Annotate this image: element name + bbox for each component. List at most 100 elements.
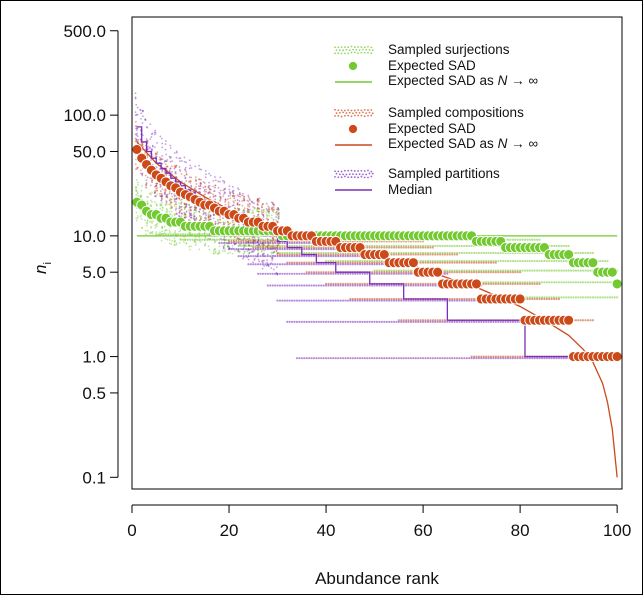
sampled-surjections-point xyxy=(470,269,473,272)
sampled-compositions-point xyxy=(202,181,205,183)
sampled-partitions-point xyxy=(175,198,178,200)
sampled-surjections-point xyxy=(443,269,447,272)
sampled-surjections-point xyxy=(160,239,163,242)
sampled-surjections-point xyxy=(572,281,575,284)
sampled-partitions-point xyxy=(135,127,138,130)
sampled-partitions-point xyxy=(346,357,349,360)
sampled-surjections-point xyxy=(193,209,196,211)
sampled-surjections-point xyxy=(213,252,215,255)
sampled-compositions-point xyxy=(207,213,210,216)
sampled-compositions-point xyxy=(232,194,235,197)
sampled-surjections-point xyxy=(550,281,553,284)
sampled-partitions-point xyxy=(254,248,257,251)
sampled-compositions-point xyxy=(224,198,227,201)
sampled-partitions-point xyxy=(414,284,417,287)
sampled-surjections-point xyxy=(253,207,256,210)
sampled-surjections-point xyxy=(229,222,232,225)
sampled-partitions-point xyxy=(383,299,386,302)
sampled-partitions-point xyxy=(185,203,188,206)
sampled-partitions-point xyxy=(200,168,203,171)
sampled-compositions-point xyxy=(538,282,541,285)
sampled-surjections-point xyxy=(179,199,182,202)
sampled-partitions-point xyxy=(180,198,183,201)
sampled-surjections-point xyxy=(465,269,468,272)
sampled-partitions-point xyxy=(395,357,398,360)
sampled-surjections-point xyxy=(397,269,400,272)
sampled-partitions-point xyxy=(220,241,223,245)
sampled-compositions-point xyxy=(185,202,188,205)
sampled-surjections-point xyxy=(254,244,257,248)
sampled-surjections-point xyxy=(266,215,269,218)
sampled-partitions-point xyxy=(209,218,212,221)
sampled-partitions-point xyxy=(293,263,296,266)
sampled-surjections-point xyxy=(538,296,541,299)
sampled-partitions-point xyxy=(208,184,211,187)
sampled-partitions-point xyxy=(178,205,181,208)
sampled-partitions-point xyxy=(307,272,311,275)
sampled-compositions-point xyxy=(426,282,430,285)
sampled-compositions-point xyxy=(426,253,430,256)
sampled-partitions-point xyxy=(412,299,415,302)
sampled-partitions-point xyxy=(300,284,303,287)
sampled-compositions-point xyxy=(224,201,226,203)
sampled-partitions-point xyxy=(160,197,163,200)
sampled-surjections-point xyxy=(173,240,176,243)
sampled-compositions-point xyxy=(509,271,512,274)
legend-swatch-dot xyxy=(360,46,363,49)
sampled-compositions-point xyxy=(385,246,388,249)
legend-swatch-dot xyxy=(363,170,366,172)
sampled-partitions-point xyxy=(171,170,174,173)
sampled-surjections-point xyxy=(519,238,522,241)
sampled-partitions-point xyxy=(375,320,379,323)
sampled-compositions-point xyxy=(154,152,157,155)
sampled-surjections-point xyxy=(591,281,594,284)
sampled-compositions-point xyxy=(163,189,166,191)
sampled-surjections-point xyxy=(194,240,197,243)
sampled-compositions-point xyxy=(166,159,169,161)
sampled-partitions-point xyxy=(281,299,284,302)
sampled-compositions-point xyxy=(438,319,442,322)
sampled-surjections-point xyxy=(200,217,202,219)
sampled-partitions-point xyxy=(562,357,565,360)
sampled-partitions-point xyxy=(142,115,144,118)
sampled-compositions-point xyxy=(448,271,451,274)
sampled-compositions-point xyxy=(485,271,488,274)
sampled-compositions-point xyxy=(426,246,430,249)
sampled-compositions-point xyxy=(375,271,379,274)
sampled-compositions-point xyxy=(400,253,403,256)
sampled-partitions-point xyxy=(185,161,187,164)
legend-swatch-dot xyxy=(368,172,371,175)
sampled-compositions-point xyxy=(400,297,403,301)
sampled-compositions-point xyxy=(266,218,269,221)
sampled-surjections-point xyxy=(516,281,519,284)
sampled-compositions-point xyxy=(480,355,483,358)
sampled-surjections-point xyxy=(494,259,497,263)
sampled-surjections-point xyxy=(305,251,308,255)
sampled-compositions-point xyxy=(174,166,177,169)
sampled-partitions-point xyxy=(237,238,240,241)
sampled-compositions-point xyxy=(412,319,415,322)
sampled-surjections-point xyxy=(213,241,216,244)
sampled-surjections-point xyxy=(186,233,189,236)
sampled-partitions-point xyxy=(380,272,383,275)
sampled-partitions-point xyxy=(251,250,254,253)
sampled-surjections-point xyxy=(207,238,210,241)
sampled-partitions-point xyxy=(248,202,251,205)
sampled-surjections-point xyxy=(278,244,282,248)
sampled-surjections-point xyxy=(189,219,192,222)
sampled-partitions-point xyxy=(261,241,265,245)
sampled-partitions-point xyxy=(322,272,325,275)
sampled-partitions-point xyxy=(339,263,342,266)
sampled-partitions-point xyxy=(168,174,171,177)
sampled-compositions-point xyxy=(392,246,396,249)
sampled-surjections-point xyxy=(224,239,227,242)
sampled-compositions-point xyxy=(178,197,181,200)
sampled-partitions-point xyxy=(266,241,269,245)
sampled-partitions-point xyxy=(472,299,476,302)
sampled-partitions-point xyxy=(229,236,232,238)
sampled-partitions-point xyxy=(175,156,178,159)
sampled-partitions-point xyxy=(228,185,231,188)
sampled-compositions-point xyxy=(168,199,171,202)
legend-label-sampled-surjections: Sampled surjections xyxy=(388,42,510,57)
sampled-partitions-point xyxy=(307,299,311,302)
